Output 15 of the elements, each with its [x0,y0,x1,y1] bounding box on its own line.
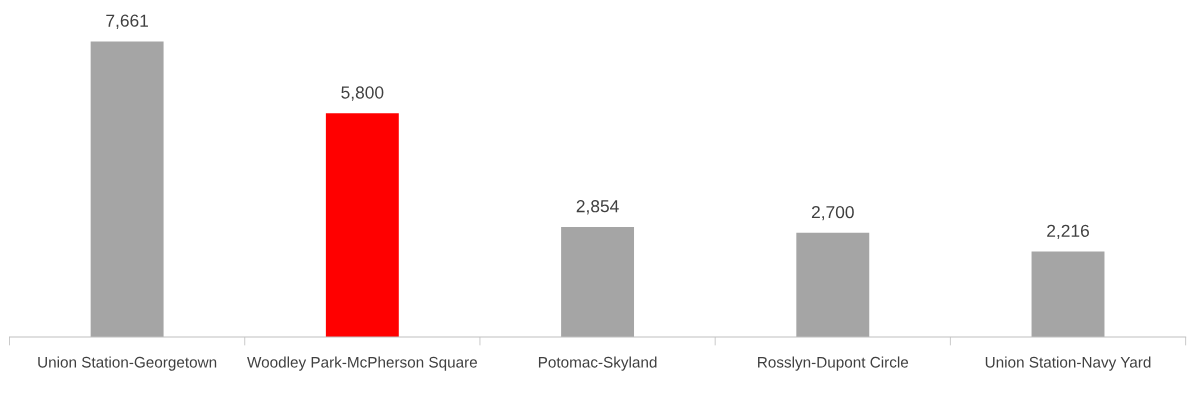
bar [325,113,399,338]
data-label: 5,800 [341,86,384,101]
bar [1031,251,1105,338]
x-tick-label: Union Station-Georgetown [38,356,217,371]
data-label: 2,700 [811,205,854,221]
data-label: 2,216 [1047,224,1089,240]
x-tick-label: Potomac-Skyland [538,356,657,371]
data-label: 2,854 [576,200,619,215]
bar [796,232,870,338]
bar [561,226,635,338]
data-label: 7,661 [106,14,148,29]
x-tick-label: Union Station-Navy Yard [985,356,1151,371]
bar [90,41,164,338]
x-tick-label: Woodley Park-McPherson Square [247,356,478,371]
x-tick-label: Rosslyn-Dupont Circle [758,356,909,371]
